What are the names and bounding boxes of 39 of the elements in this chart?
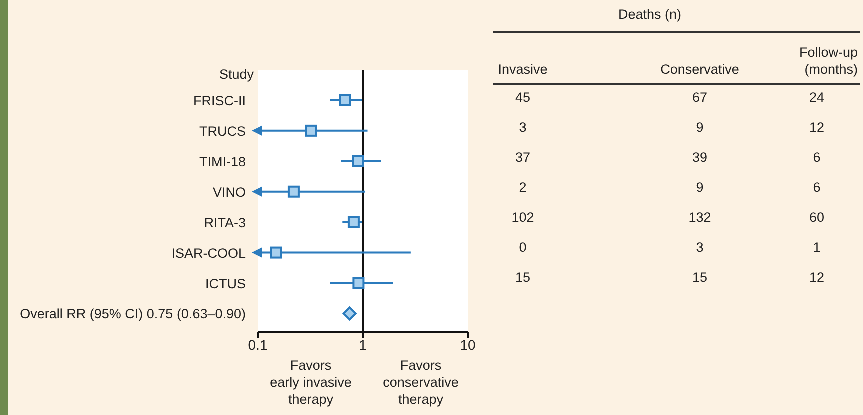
text: 15 <box>692 270 708 285</box>
text: 2 <box>519 180 527 195</box>
text: 3 <box>519 120 527 135</box>
text: 37 <box>515 150 531 165</box>
text: 15 <box>515 270 531 285</box>
category-label: Invasive <box>498 62 548 77</box>
text: Deaths (n) <box>618 7 682 22</box>
y-tick-label: TIMI-18 <box>199 154 246 170</box>
text: 102 <box>512 210 534 225</box>
y-tick-label: TRUCS <box>200 124 246 139</box>
text: 0 <box>519 240 527 255</box>
text: 3 <box>696 240 704 255</box>
text: 9 <box>696 120 704 135</box>
y-tick-label: ISAR-COOL <box>172 246 246 261</box>
y-tick-label: FRISC-II <box>194 93 246 108</box>
y-tick-label: ICTUS <box>206 276 246 292</box>
x-tick-label: 10 <box>460 336 476 353</box>
text: 67 <box>692 90 708 105</box>
text: 9 <box>696 180 704 195</box>
text: 45 <box>515 90 531 105</box>
text: 6 <box>813 180 821 195</box>
y-tick-label: RITA-3 <box>204 215 246 230</box>
y-tick-label: Overall RR (95% CI) 0.75 (0.63–0.90) <box>20 306 246 322</box>
y-tick-label: VINO <box>212 184 246 200</box>
text: 1 <box>813 240 821 255</box>
text: Study <box>218 66 254 83</box>
text: Favors conservative therapy <box>382 357 460 408</box>
text: 132 <box>688 210 712 225</box>
category-label: Conservative <box>660 62 740 77</box>
text: Favors early invasive therapy <box>269 357 353 408</box>
text: 12 <box>809 120 825 135</box>
text: 6 <box>813 150 821 165</box>
text: 12 <box>809 270 825 285</box>
text: 60 <box>809 210 825 225</box>
text: 24 <box>809 90 825 105</box>
x-tick-label: 1 <box>359 336 368 353</box>
category-label: Follow-up (months) <box>799 45 858 77</box>
text: 39 <box>692 150 708 165</box>
x-tick-label: 0.1 <box>248 336 268 353</box>
